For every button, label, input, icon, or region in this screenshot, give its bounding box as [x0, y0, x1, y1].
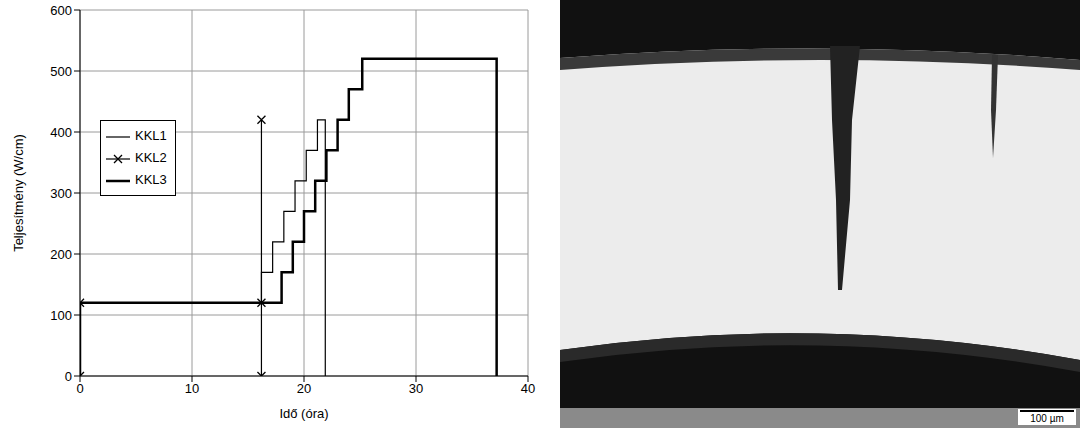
svg-text:100 µm: 100 µm [1030, 413, 1064, 424]
svg-text:20: 20 [297, 381, 311, 396]
svg-text:0: 0 [65, 369, 72, 384]
svg-text:400: 400 [50, 125, 72, 140]
html-text:KKL2: KKL2 [135, 150, 167, 165]
html-text:KKL3: KKL3 [135, 172, 167, 187]
svg-text:Teljesítmény (W/cm): Teljesítmény (W/cm) [11, 134, 26, 252]
svg-text:100: 100 [50, 308, 72, 323]
svg-text:500: 500 [50, 64, 72, 79]
svg-text:Idő (óra): Idő (óra) [279, 406, 328, 421]
svg-text:600: 600 [50, 3, 72, 18]
svg-text:10: 10 [185, 381, 199, 396]
svg-text:40: 40 [521, 381, 535, 396]
svg-text:0: 0 [76, 381, 83, 396]
svg-text:200: 200 [50, 247, 72, 262]
html-text:KKL1: KKL1 [135, 128, 167, 143]
svg-text:30: 30 [409, 381, 423, 396]
svg-text:300: 300 [50, 186, 72, 201]
